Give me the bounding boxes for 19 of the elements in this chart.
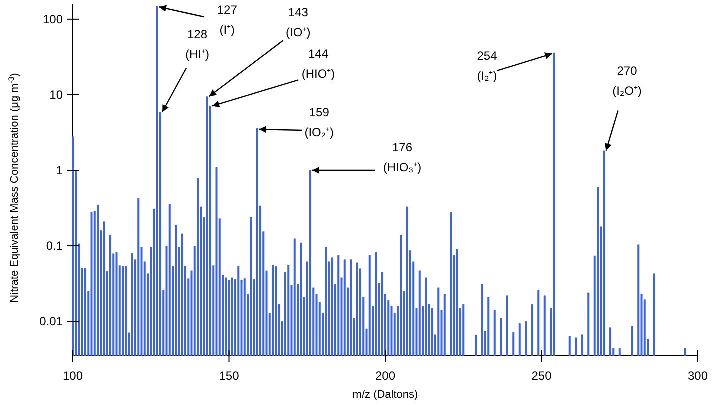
x-axis-title: m/z (Daltons) (352, 389, 418, 401)
x-tick-label: 150 (219, 369, 240, 383)
x-tick-label: 250 (532, 369, 552, 383)
annotation: 159 (IO₂⁺) (304, 105, 334, 140)
annotation: 270 (I₂O⁺) (612, 64, 642, 98)
annotation: 127 (I⁺) (217, 3, 238, 38)
x-tick-label: 100 (62, 369, 84, 383)
annotation: 176 (HIO₃⁺) (383, 140, 422, 174)
annotation: 254 (I₂⁺) (477, 48, 498, 83)
y-tick-label: 0.01 (40, 314, 64, 329)
x-tick-label: 200 (375, 369, 396, 383)
annotation: 128 (HI⁺) (186, 27, 210, 62)
y-tick-label: 0.1 (46, 239, 64, 254)
x-tick-label: 300 (688, 369, 708, 383)
y-tick-label: 1 (56, 163, 64, 178)
y-tick-label: 100 (42, 12, 64, 26)
y-tick-label: 10 (50, 88, 64, 102)
annotation: 144 (HIO⁺) (302, 47, 336, 82)
annotation: 143 (IO⁺) (286, 6, 311, 40)
